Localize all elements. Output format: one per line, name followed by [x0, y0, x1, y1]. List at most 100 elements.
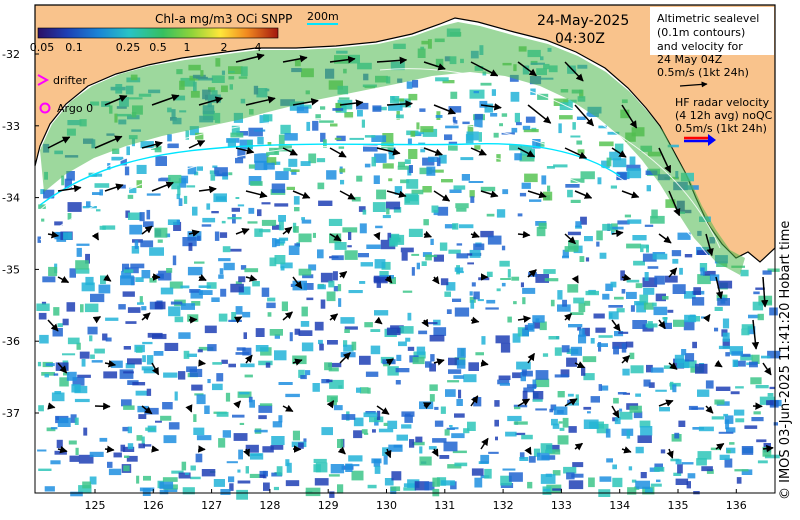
velocity-arrow: [57, 445, 68, 454]
chl-pixel: [444, 224, 456, 229]
chl-pixel: [303, 438, 307, 443]
chl-pixel: [610, 185, 617, 189]
chl-pixel: [643, 379, 651, 387]
chl-pixel: [488, 451, 499, 454]
lat-label: -36: [2, 335, 20, 348]
chl-pixel: [448, 145, 458, 151]
chl-pixel: [575, 221, 582, 228]
velocity-arrow: [668, 267, 678, 278]
chl-pixel: [167, 134, 172, 142]
chl-pixel: [741, 328, 750, 336]
chl-pixel: [271, 436, 285, 445]
chl-pixel: [212, 165, 218, 168]
chl-pixel: [189, 289, 201, 293]
chl-pixel: [132, 382, 146, 386]
chl-pixel: [608, 311, 619, 320]
chl-pixel: [386, 208, 390, 215]
chl-pixel: [158, 270, 172, 281]
chl-pixel: [211, 297, 220, 302]
chl-pixel: [326, 395, 338, 403]
chl-pixel: [440, 480, 455, 486]
chl-pixel: [682, 360, 697, 368]
chl-pixel: [667, 309, 674, 313]
chl-pixel: [425, 361, 432, 368]
chl-pixel: [507, 269, 511, 278]
chl-pixel: [142, 355, 146, 363]
chl-pixel: [91, 360, 103, 363]
chl-pixel: [428, 169, 444, 173]
velocity-arrow: [292, 358, 303, 366]
chl-pixel: [168, 306, 181, 317]
chl-pixel: [576, 116, 586, 120]
chl-pixel: [456, 271, 464, 274]
chl-pixel: [543, 488, 550, 492]
chl-pixel: [411, 253, 420, 256]
chl-pixel: [269, 257, 277, 267]
chl-pixel: [678, 420, 686, 427]
chl-pixel: [77, 374, 91, 378]
chl-pixel: [207, 344, 217, 352]
velocity-arrow: [480, 190, 499, 198]
chl-pixel: [513, 301, 517, 305]
chl-pixel: [293, 196, 300, 205]
chl-pixel: [469, 89, 485, 99]
chl-pixel: [553, 406, 568, 415]
chl-pixel: [67, 202, 82, 212]
chl-pixel: [458, 389, 462, 399]
velocity-arrow: [658, 233, 672, 244]
chl-pixel: [41, 218, 45, 222]
chl-pixel: [43, 189, 55, 199]
chl-pixel: [137, 405, 149, 413]
lon-label: 134: [609, 499, 630, 512]
chl-pixel: [312, 232, 316, 238]
velocity-arrow: [373, 231, 381, 241]
chl-pixel: [328, 218, 343, 226]
chl-pixel: [433, 254, 444, 262]
chl-pixel: [507, 415, 522, 422]
chl-pixel: [550, 299, 555, 307]
chl-pixel: [484, 103, 494, 113]
chl-pixel: [599, 476, 612, 482]
chl-pixel: [46, 427, 56, 432]
chl-pixel: [318, 200, 333, 206]
velocity-arrow: [282, 311, 293, 321]
colorbar-tick-label: 0.1: [65, 41, 83, 54]
chl-pixel: [230, 132, 244, 138]
colorbar-ticks: 0.05 0.1 0.25 0.5 1 2 4: [30, 41, 262, 54]
chl-pixel: [55, 416, 59, 421]
velocity-arrow: [185, 404, 193, 413]
chl-pixel: [466, 131, 479, 141]
chl-pixel: [580, 171, 595, 180]
chl-pixel: [405, 193, 418, 202]
chl-pixel: [193, 427, 205, 435]
chl-pixel: [122, 426, 129, 432]
chl-pixel: [662, 317, 668, 320]
chl-pixel: [426, 166, 436, 176]
chl-pixel: [522, 328, 529, 337]
chl-pixel: [439, 455, 450, 459]
chl-pixel: [447, 464, 462, 469]
chl-pixel: [601, 385, 609, 391]
colorbar-tick-label: 1: [184, 41, 191, 54]
chl-pixel: [136, 435, 143, 441]
chl-pixel: [214, 231, 220, 241]
chl-pixel: [693, 287, 701, 295]
chl-pixel: [650, 367, 664, 373]
chl-pixel: [269, 147, 280, 155]
chl-pixel: [153, 351, 164, 356]
chl-pixel: [590, 338, 595, 344]
chl-pixel: [570, 178, 585, 183]
chl-pixel: [681, 349, 687, 356]
chl-pixel: [171, 181, 180, 190]
chl-pixel: [648, 382, 655, 388]
chl-pixel: [243, 332, 247, 339]
chl-pixel: [54, 221, 63, 226]
chl-pixel: [441, 179, 453, 183]
chl-pixel: [38, 468, 52, 471]
chl-pixel: [389, 237, 398, 247]
chl-pixel: [559, 427, 565, 431]
chl-pixel: [78, 454, 94, 464]
velocity-arrow: [574, 104, 594, 127]
chl-pixel: [370, 345, 381, 355]
chl-pixel: [192, 206, 198, 216]
